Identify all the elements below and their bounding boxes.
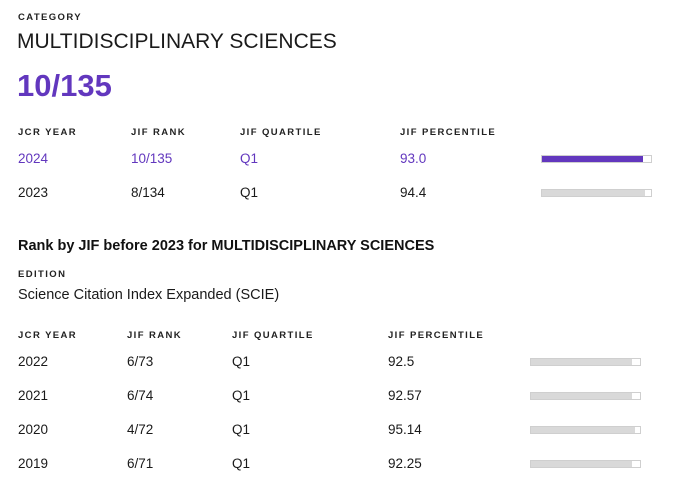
header-jcr-year: JCR YEAR (18, 330, 78, 341)
edition-value: Science Citation Index Expanded (SCIE) (18, 287, 280, 303)
row-rank: 8/134 (131, 185, 165, 200)
row-percentile: 95.14 (388, 422, 422, 437)
header-jif-quartile: JIF QUARTILE (240, 127, 322, 138)
category-label: CATEGORY (18, 12, 82, 23)
row-rank: 4/72 (127, 422, 154, 437)
row-quartile: Q1 (240, 185, 259, 200)
row-year: 2020 (18, 422, 49, 437)
row-rank: 6/71 (127, 456, 154, 471)
percentile-bar (541, 155, 652, 163)
percentile-bar-fill (542, 156, 644, 162)
header-jif-quartile: JIF QUARTILE (232, 330, 314, 341)
percentile-bar-fill (531, 393, 632, 399)
row-percentile: 92.57 (388, 388, 422, 403)
header-jif-percentile: JIF PERCENTILE (388, 330, 485, 341)
percentile-bar-fill (531, 427, 635, 433)
percentile-bar (530, 426, 641, 434)
row-quartile: Q1 (232, 354, 251, 369)
historic-rank-heading: Rank by JIF before 2023 for MULTIDISCIPL… (18, 238, 435, 254)
percentile-bar-fill (542, 190, 645, 196)
percentile-bar-fill (531, 359, 632, 365)
row-rank: 6/74 (127, 388, 154, 403)
row-year: 2021 (18, 388, 49, 403)
percentile-bar (530, 392, 641, 400)
percentile-bar (530, 358, 641, 366)
percentile-bar-fill (531, 461, 632, 467)
row-percentile: 92.5 (388, 354, 415, 369)
row-quartile: Q1 (232, 388, 251, 403)
row-rank: 10/135 (131, 151, 173, 166)
percentile-bar (541, 189, 652, 197)
row-percentile: 94.4 (400, 185, 427, 200)
category-rank: 10/135 (17, 68, 112, 103)
row-quartile: Q1 (232, 422, 251, 437)
row-year: 2019 (18, 456, 49, 471)
header-jif-rank: JIF RANK (127, 330, 183, 341)
row-year: 2022 (18, 354, 49, 369)
row-quartile: Q1 (232, 456, 251, 471)
header-jif-percentile: JIF PERCENTILE (400, 127, 497, 138)
row-rank: 6/73 (127, 354, 154, 369)
row-year: 2023 (18, 185, 49, 200)
row-year: 2024 (18, 151, 49, 166)
row-quartile: Q1 (240, 151, 259, 166)
header-jif-rank: JIF RANK (131, 127, 187, 138)
category-name: MULTIDISCIPLINARY SCIENCES (17, 30, 337, 53)
row-percentile: 92.25 (388, 456, 422, 471)
percentile-bar (530, 460, 641, 468)
header-jcr-year: JCR YEAR (18, 127, 78, 138)
edition-label: EDITION (18, 269, 67, 280)
row-percentile: 93.0 (400, 151, 427, 166)
